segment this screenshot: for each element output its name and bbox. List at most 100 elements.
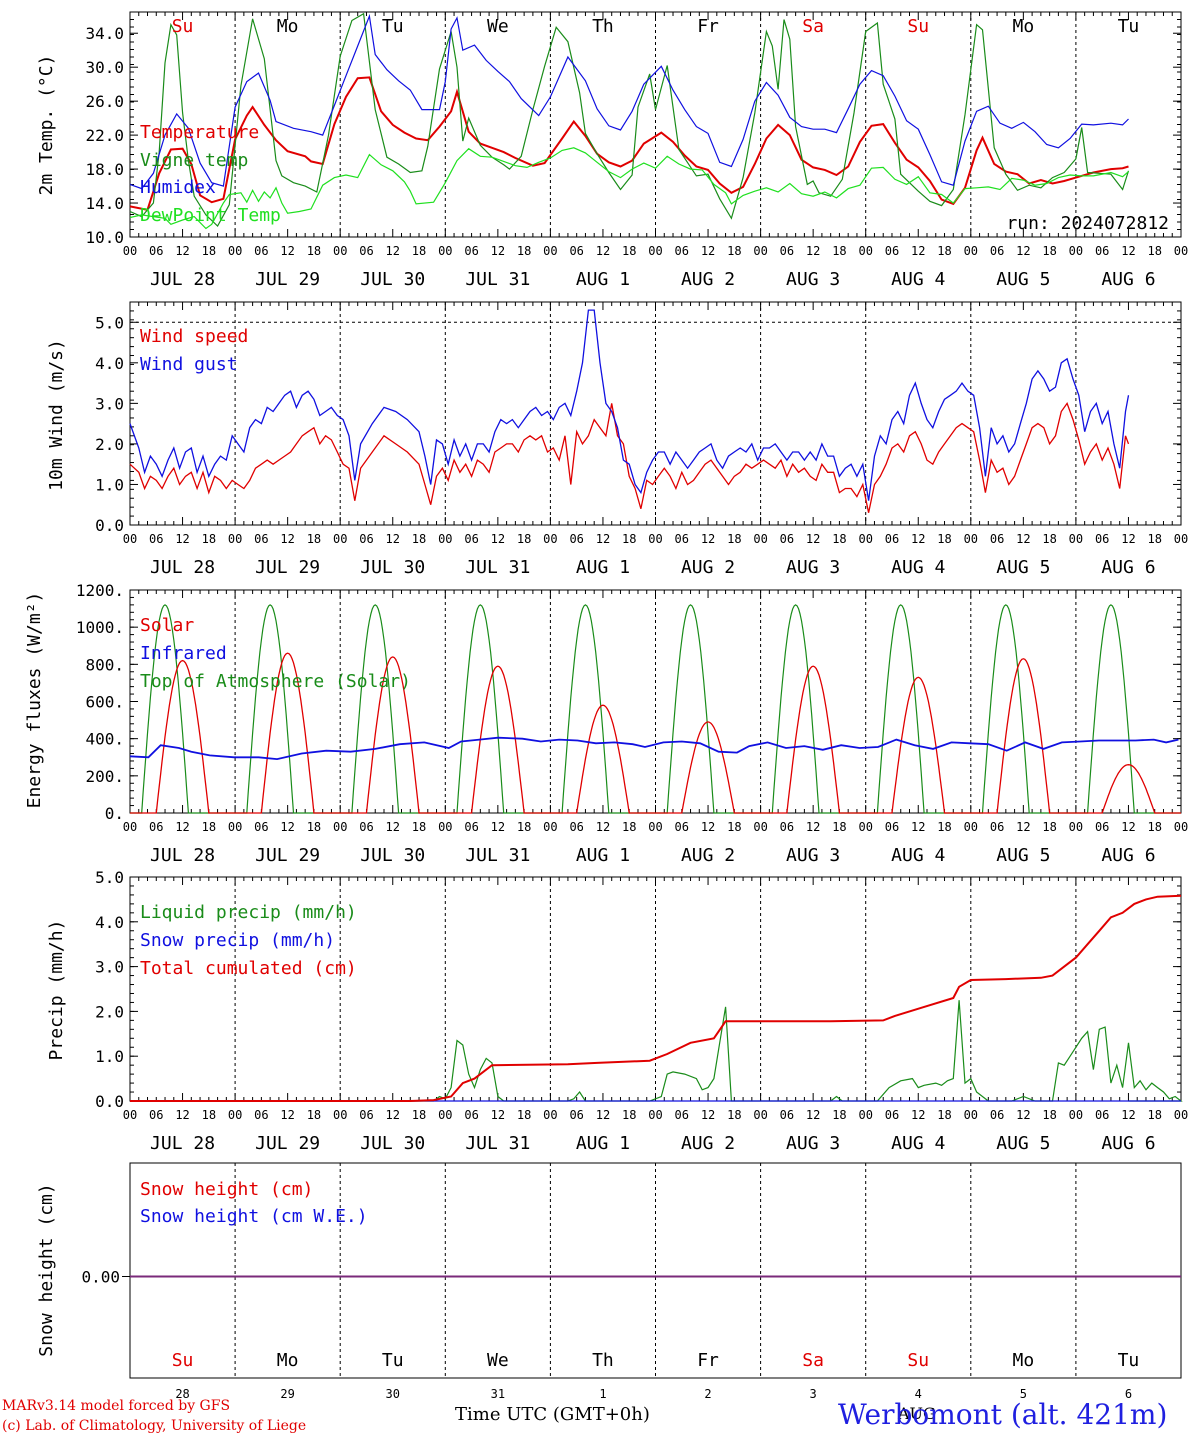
day-label: Sa xyxy=(802,1350,824,1371)
hour-tick-label: 18 xyxy=(1147,244,1161,258)
hour-tick-label: 06 xyxy=(1095,532,1109,546)
date-label: JUL 30 xyxy=(360,557,425,578)
hour-tick-label: 12 xyxy=(491,532,505,546)
date-label: AUG 6 xyxy=(1101,1133,1155,1154)
day-number: 29 xyxy=(280,1387,294,1401)
hour-tick-label: 06 xyxy=(780,1108,794,1122)
hour-tick-label: 00 xyxy=(123,244,137,258)
date-label: JUL 28 xyxy=(150,269,215,290)
hour-tick-label: 00 xyxy=(228,1108,242,1122)
date-label: JUL 31 xyxy=(465,1133,530,1154)
hour-tick-label: 00 xyxy=(543,820,557,834)
hour-tick-label: 12 xyxy=(1121,244,1135,258)
hour-tick-label: 06 xyxy=(149,1108,163,1122)
hour-tick-label: 18 xyxy=(307,820,321,834)
hour-tick-label: 06 xyxy=(254,1108,268,1122)
energy-tick-label: 600. xyxy=(85,693,124,712)
hour-tick-label: 12 xyxy=(280,820,294,834)
day-label: Mo xyxy=(1013,16,1035,37)
hour-tick-label: 06 xyxy=(569,532,583,546)
date-label: AUG 3 xyxy=(786,557,840,578)
temp-tick-label: 34.0 xyxy=(85,24,124,43)
plot-frame-1 xyxy=(129,11,1182,238)
hour-tick-label: 18 xyxy=(412,820,426,834)
hour-tick-label: 12 xyxy=(386,244,400,258)
hour-tick-label: 18 xyxy=(1042,244,1056,258)
series-dewpoint-temp xyxy=(129,147,1129,230)
date-label: JUL 29 xyxy=(255,557,320,578)
hour-tick-label: 06 xyxy=(675,244,689,258)
day-label: Su xyxy=(907,1350,929,1371)
date-label: AUG 2 xyxy=(681,557,735,578)
hour-tick-label: 18 xyxy=(727,820,741,834)
hour-tick-label: 00 xyxy=(333,1108,347,1122)
hour-tick-label: 12 xyxy=(911,1108,925,1122)
date-label: AUG 4 xyxy=(891,557,945,578)
hour-tick-label: 12 xyxy=(806,244,820,258)
series-humidex xyxy=(129,13,1129,190)
date-label: AUG 6 xyxy=(1101,557,1155,578)
hour-tick-label: 18 xyxy=(832,532,846,546)
series-temperature xyxy=(129,76,1129,211)
hour-tick-label: 12 xyxy=(1121,820,1135,834)
hour-tick-label: 18 xyxy=(412,244,426,258)
x-axis-title: Time UTC (GMT+0h) xyxy=(455,1404,650,1425)
precip-y-label: Precip (mm/h) xyxy=(46,920,67,1061)
hour-tick-label: 06 xyxy=(990,244,1004,258)
day-number: 3 xyxy=(810,1387,817,1401)
hour-tick-label: 00 xyxy=(123,1108,137,1122)
hour-tick-label: 12 xyxy=(911,244,925,258)
date-label: JUL 31 xyxy=(465,557,530,578)
legend-entry: Wind speed xyxy=(140,326,248,347)
legend-entry: Snow height (cm) xyxy=(140,1179,313,1200)
day-label: Tu xyxy=(1118,16,1140,37)
wind-tick-label: 1.0 xyxy=(95,475,124,494)
legend-entry: Total cumulated (cm) xyxy=(140,958,357,979)
hour-tick-label: 12 xyxy=(175,820,189,834)
date-label: AUG 5 xyxy=(996,845,1050,866)
energy-tick-label: 1000. xyxy=(76,618,124,637)
hour-tick-label: 18 xyxy=(202,1108,216,1122)
date-label: AUG 3 xyxy=(786,1133,840,1154)
hour-tick-label: 00 xyxy=(228,820,242,834)
hour-tick-label: 12 xyxy=(911,820,925,834)
hour-tick-label: 06 xyxy=(675,532,689,546)
series-total-cumulated-cm- xyxy=(130,894,1182,1102)
hour-tick-label: 00 xyxy=(858,244,872,258)
hour-tick-label: 18 xyxy=(1042,532,1056,546)
wind-y-label: 10m Wind (m/s) xyxy=(46,339,67,491)
hour-tick-label: 00 xyxy=(1069,532,1083,546)
lab-credit: (c) Lab. of Climatology, University of L… xyxy=(2,1418,307,1434)
wind-tick-label: 3.0 xyxy=(95,394,124,413)
series-infrared xyxy=(129,736,1179,761)
hour-tick-label: 00 xyxy=(753,820,767,834)
temp-tick-label: 18.0 xyxy=(85,160,124,179)
hour-tick-label: 18 xyxy=(307,532,321,546)
date-label: AUG 4 xyxy=(891,269,945,290)
day-label: Mo xyxy=(277,16,299,37)
hour-tick-label: 00 xyxy=(648,820,662,834)
hour-tick-label: 12 xyxy=(386,1108,400,1122)
series-solar xyxy=(130,652,1181,814)
date-label: JUL 31 xyxy=(465,269,530,290)
series-vigne-temp xyxy=(129,12,1130,227)
hour-tick-label: 06 xyxy=(569,820,583,834)
wind-tick-label: 0.0 xyxy=(95,516,124,535)
hour-tick-label: 18 xyxy=(937,820,951,834)
hour-tick-label: 18 xyxy=(1147,1108,1161,1122)
day-number: 30 xyxy=(386,1387,400,1401)
day-number: 28 xyxy=(175,1387,189,1401)
day-number: 4 xyxy=(915,1387,922,1401)
day-label: We xyxy=(487,1350,509,1371)
legend-entry: Snow height (cm W.E.) xyxy=(140,1206,368,1227)
temp-tick-label: 30.0 xyxy=(85,58,124,77)
day-number: 31 xyxy=(491,1387,505,1401)
hour-tick-label: 06 xyxy=(569,1108,583,1122)
legend-entry: Temperature xyxy=(140,122,259,143)
hour-tick-label: 18 xyxy=(832,1108,846,1122)
hour-tick-label: 00 xyxy=(1174,1108,1188,1122)
date-label: JUL 29 xyxy=(255,845,320,866)
hour-tick-label: 18 xyxy=(1147,820,1161,834)
temp-y-label: 2m Temp. (°C) xyxy=(36,55,57,196)
hour-tick-label: 06 xyxy=(149,244,163,258)
